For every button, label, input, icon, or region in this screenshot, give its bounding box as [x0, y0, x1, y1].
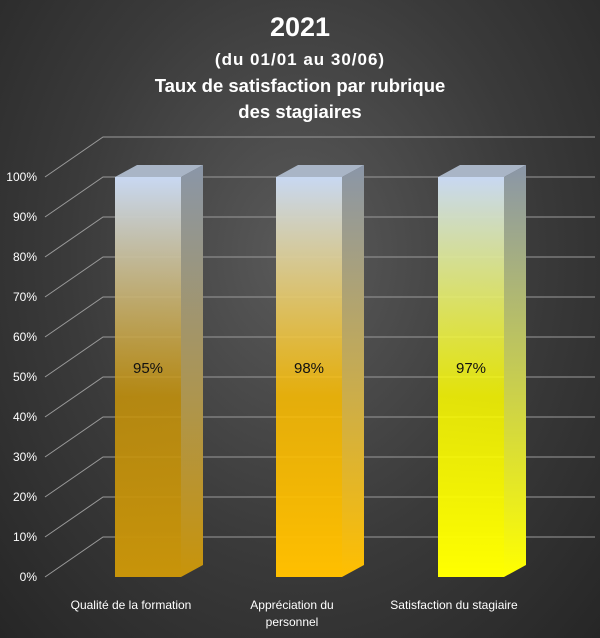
- bar: [276, 177, 342, 577]
- bar-top: [276, 165, 364, 177]
- gridline: [44, 416, 595, 458]
- x-category-label: Qualité de la formation: [71, 598, 192, 612]
- y-tick-label: 20%: [13, 490, 37, 504]
- data-label: 95%: [133, 360, 163, 377]
- gridline: [44, 176, 595, 218]
- gridline: [44, 456, 595, 498]
- gridline: [44, 136, 595, 178]
- y-tick-label: 40%: [13, 410, 37, 424]
- gridline: [44, 216, 595, 258]
- chart-heading: Taux de satisfaction par rubrique des st…: [154, 75, 446, 122]
- y-tick-label: 90%: [13, 210, 37, 224]
- data-label: 97%: [456, 360, 486, 377]
- y-tick-label: 10%: [13, 530, 37, 544]
- x-category-label: personnel: [266, 615, 319, 629]
- bar-side: [342, 165, 364, 577]
- bar-top: [115, 165, 203, 177]
- gridline: [44, 496, 595, 538]
- x-category-label: Satisfaction du stagiaire: [390, 598, 518, 612]
- gridline: [44, 536, 595, 578]
- gridline: [44, 296, 595, 338]
- y-tick-label: 70%: [13, 290, 37, 304]
- chart-subtitle: (du 01/01 au 30/06): [214, 50, 386, 69]
- y-tick-label: 50%: [13, 370, 37, 384]
- gridline: [44, 336, 595, 378]
- gridline: [44, 376, 595, 418]
- y-tick-label: 30%: [13, 450, 37, 464]
- y-tick-label: 100%: [6, 170, 37, 184]
- bar-side: [504, 165, 526, 577]
- chart-title: 2021: [269, 12, 331, 42]
- bar: [115, 177, 181, 577]
- bar-side: [181, 165, 203, 577]
- gridline: [44, 256, 595, 298]
- bar: [438, 177, 504, 577]
- bar-top: [438, 165, 526, 177]
- y-tick-label: 60%: [13, 330, 37, 344]
- data-label: 98%: [294, 360, 324, 377]
- x-category-label: Appréciation du: [250, 598, 333, 612]
- y-tick-label: 80%: [13, 250, 37, 264]
- y-tick-label: 0%: [20, 570, 38, 584]
